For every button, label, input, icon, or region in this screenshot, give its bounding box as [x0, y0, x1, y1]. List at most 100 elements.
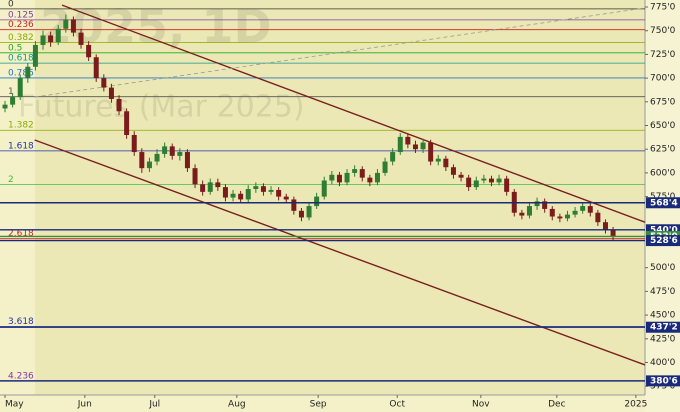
- candle-body: [314, 196, 320, 207]
- x-tick-label: May: [5, 400, 24, 410]
- y-tick-label: 700'0: [650, 74, 676, 84]
- candle-body: [32, 44, 38, 67]
- fib-label: 4.236: [8, 371, 34, 381]
- candle-body: [184, 152, 190, 169]
- candle-body: [519, 212, 525, 216]
- candle-body: [86, 44, 92, 58]
- candle-body: [40, 35, 46, 45]
- price-label-box: [646, 197, 680, 209]
- price-label: 380'6: [650, 376, 678, 386]
- candle-body: [162, 146, 168, 154]
- candle-body: [116, 98, 122, 112]
- candle-body: [230, 193, 236, 198]
- candle-body: [253, 186, 259, 190]
- price-label-box: [646, 321, 680, 333]
- candle-body: [70, 19, 76, 33]
- trend-line: [34, 7, 646, 98]
- plot-shade: [35, 0, 645, 395]
- x-tick-label: Aug: [228, 400, 246, 410]
- candle-body: [108, 87, 114, 99]
- candle-body: [268, 189, 274, 192]
- candle-body: [458, 174, 464, 178]
- candle-body: [169, 146, 175, 156]
- x-tick-label: Nov: [472, 400, 490, 410]
- candle-body: [481, 178, 487, 181]
- candle-body: [504, 178, 510, 192]
- fib-label: 1: [8, 87, 14, 97]
- candle-body: [17, 78, 23, 98]
- candle-body: [276, 189, 282, 197]
- candle-body: [374, 172, 380, 183]
- candle-body: [435, 158, 441, 162]
- candle-body: [260, 186, 266, 192]
- y-tick-label: 500'0: [650, 263, 676, 273]
- candle-body: [63, 19, 69, 29]
- candle-body: [139, 152, 145, 169]
- fib-label: 2: [8, 175, 14, 185]
- fib-label: 0: [8, 0, 14, 9]
- y-tick-label: 675'0: [650, 97, 676, 107]
- candle-body: [352, 169, 358, 173]
- candle-body: [496, 178, 502, 183]
- candle-body: [412, 144, 418, 150]
- candle-body: [390, 152, 396, 162]
- y-tick-label: 375'0: [650, 382, 676, 392]
- candle-body: [466, 177, 472, 188]
- candle-body: [207, 182, 213, 192]
- candle-body: [344, 172, 350, 183]
- candle-body: [238, 193, 244, 200]
- candle-body: [146, 161, 152, 169]
- candle-body: [564, 214, 570, 219]
- fib-label: 3.618: [8, 317, 34, 327]
- price-label: 528'6: [650, 236, 678, 246]
- x-tick-label: Jul: [148, 400, 160, 410]
- fib-label: 2.618: [8, 229, 34, 239]
- candle-body: [200, 184, 206, 192]
- candle-body: [602, 222, 608, 230]
- candle-body: [10, 97, 16, 105]
- candle-body: [382, 161, 388, 173]
- y-tick-label: 625'0: [650, 145, 676, 155]
- candle-body: [542, 201, 548, 209]
- candle-body: [101, 78, 107, 88]
- candle-body: [557, 216, 563, 219]
- y-tick-label: 725'0: [650, 50, 676, 60]
- candle-body: [131, 134, 137, 153]
- fib-label: 0.125: [8, 10, 34, 20]
- price-label-box: [646, 375, 680, 387]
- candle-body: [154, 153, 160, 162]
- candle-body: [397, 136, 403, 153]
- fib-label: 0.382: [8, 33, 34, 43]
- y-tick-label: 575'0: [650, 192, 676, 202]
- candle-body: [610, 229, 616, 237]
- candle-body: [55, 28, 61, 43]
- candle-body: [580, 206, 586, 211]
- y-tick-label: 400'0: [650, 358, 676, 368]
- y-tick-label: 475'0: [650, 287, 676, 297]
- candle-body: [177, 152, 183, 156]
- candle-body: [48, 35, 54, 43]
- x-tick-label: Sep: [310, 400, 327, 410]
- candle-body: [25, 66, 31, 79]
- candle-body: [306, 206, 312, 218]
- price-label: 568'4: [650, 198, 678, 208]
- fib-label: 0.236: [8, 20, 34, 30]
- candle-body: [473, 180, 479, 188]
- candle-body: [572, 210, 578, 215]
- candle-body: [450, 167, 456, 175]
- fib-label: 0.786: [8, 68, 34, 78]
- fib-label: 0.5: [8, 43, 22, 53]
- candle-body: [283, 196, 289, 200]
- candle-body: [192, 168, 198, 185]
- candle-body: [587, 206, 593, 213]
- price-label: 540'0: [650, 225, 678, 235]
- price-label-box: [646, 235, 680, 247]
- y-tick-label: 450'0: [650, 311, 676, 321]
- candle-body: [443, 158, 449, 168]
- candle-body: [359, 169, 365, 178]
- candle-body: [2, 104, 8, 109]
- candle-body: [405, 136, 411, 145]
- price-label: 437'2: [650, 323, 678, 333]
- candle-body: [298, 210, 304, 218]
